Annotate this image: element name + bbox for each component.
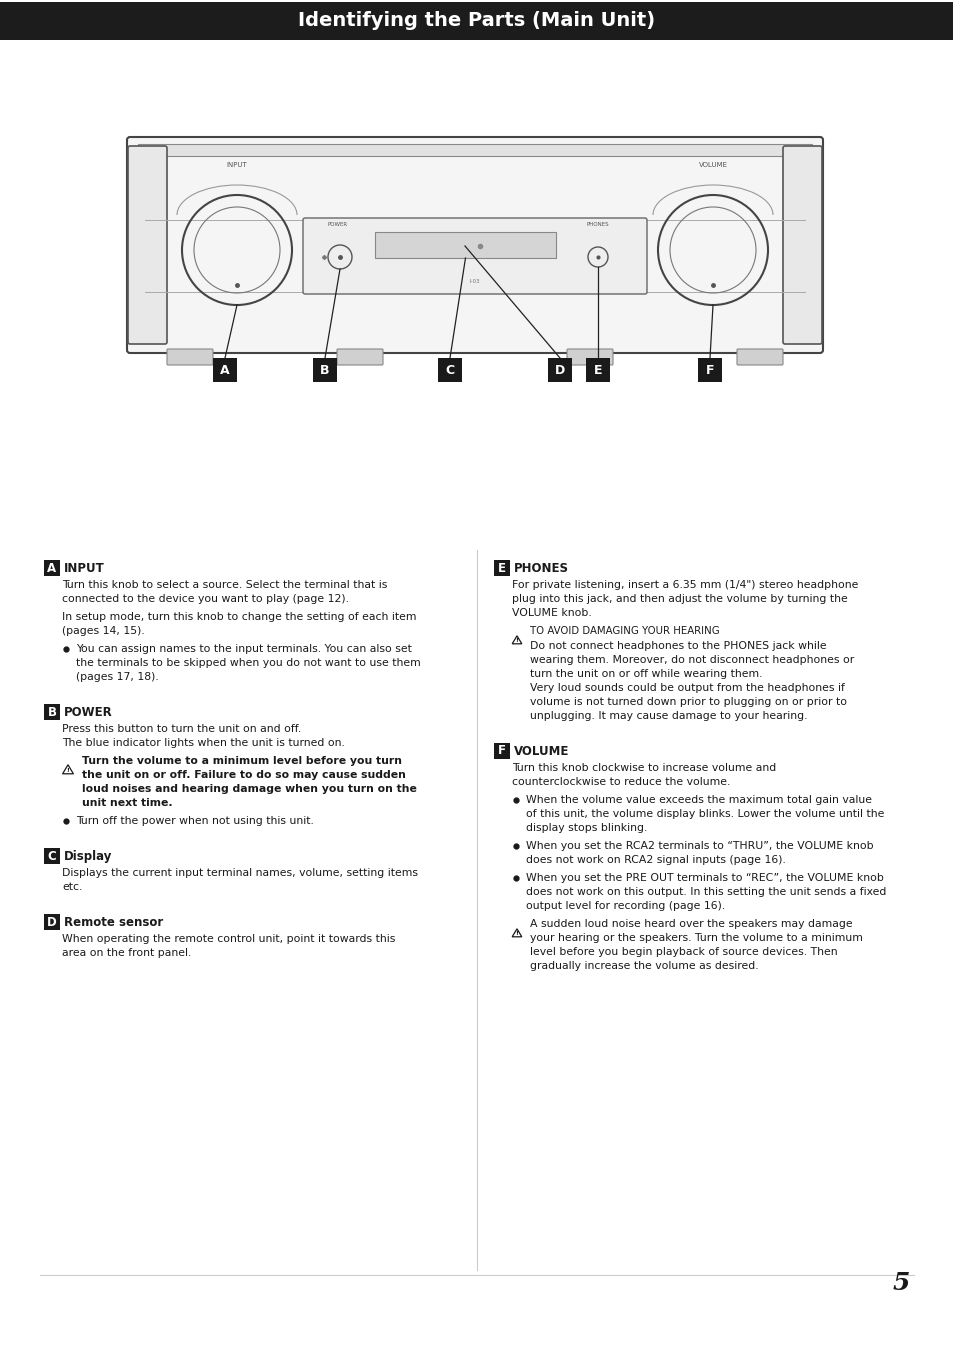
Text: In setup mode, turn this knob to change the setting of each item: In setup mode, turn this knob to change …: [62, 612, 416, 622]
FancyBboxPatch shape: [303, 217, 646, 294]
Text: E: E: [497, 562, 505, 575]
Text: POWER: POWER: [64, 706, 112, 720]
Text: counterclockwise to reduce the volume.: counterclockwise to reduce the volume.: [512, 778, 730, 787]
Text: A: A: [48, 562, 56, 575]
Text: display stops blinking.: display stops blinking.: [525, 824, 647, 833]
Text: INPUT: INPUT: [64, 562, 105, 575]
Text: VOLUME: VOLUME: [698, 162, 727, 167]
Text: etc.: etc.: [62, 882, 82, 892]
Text: Turn off the power when not using this unit.: Turn off the power when not using this u…: [76, 815, 314, 826]
Text: F: F: [497, 744, 505, 757]
Text: gradually increase the volume as desired.: gradually increase the volume as desired…: [530, 961, 758, 971]
Text: the unit on or off. Failure to do so may cause sudden: the unit on or off. Failure to do so may…: [82, 769, 405, 780]
Text: POWER: POWER: [328, 221, 348, 227]
Text: area on the front panel.: area on the front panel.: [62, 948, 192, 958]
Bar: [44, 703, 60, 720]
Bar: [213, 358, 236, 382]
Bar: [44, 560, 60, 576]
Bar: [313, 358, 336, 382]
Text: You can assign names to the input terminals. You can also set: You can assign names to the input termin…: [76, 644, 412, 653]
Text: of this unit, the volume display blinks. Lower the volume until the: of this unit, the volume display blinks.…: [525, 809, 883, 819]
Text: VOLUME: VOLUME: [514, 745, 569, 757]
Bar: [0, 1, 953, 40]
Bar: [698, 358, 721, 382]
Bar: [138, 144, 811, 157]
Text: Turn this knob clockwise to increase volume and: Turn this knob clockwise to increase vol…: [512, 763, 776, 774]
Text: unit next time.: unit next time.: [82, 798, 172, 809]
Bar: [375, 232, 556, 258]
Text: Displays the current input terminal names, volume, setting items: Displays the current input terminal name…: [62, 868, 417, 878]
Bar: [585, 358, 609, 382]
Text: Turn this knob to select a source. Select the terminal that is: Turn this knob to select a source. Selec…: [62, 580, 387, 590]
Bar: [494, 743, 510, 759]
Text: C: C: [445, 363, 454, 377]
Text: For private listening, insert a 6.35 mm (1/4") stereo headphone: For private listening, insert a 6.35 mm …: [512, 580, 858, 590]
Text: VOLUME knob.: VOLUME knob.: [512, 608, 591, 618]
Text: Display: Display: [64, 850, 112, 863]
FancyBboxPatch shape: [336, 350, 382, 365]
Text: Identifying the Parts (Main Unit): Identifying the Parts (Main Unit): [298, 12, 655, 31]
Bar: [44, 914, 60, 930]
Text: D: D: [555, 363, 564, 377]
Text: When you set the PRE OUT terminals to “REC”, the VOLUME knob: When you set the PRE OUT terminals to “R…: [525, 873, 882, 883]
Text: When operating the remote control unit, point it towards this: When operating the remote control unit, …: [62, 934, 395, 944]
Text: the terminals to be skipped when you do not want to use them: the terminals to be skipped when you do …: [76, 657, 420, 668]
Text: does not work on RCA2 signal inputs (page 16).: does not work on RCA2 signal inputs (pag…: [525, 855, 785, 865]
Text: !: !: [515, 931, 517, 937]
Bar: [437, 358, 461, 382]
Text: output level for recording (page 16).: output level for recording (page 16).: [525, 900, 724, 911]
FancyBboxPatch shape: [737, 350, 782, 365]
Text: B: B: [320, 363, 330, 377]
Bar: [547, 358, 572, 382]
Text: I-03: I-03: [469, 279, 479, 284]
Text: F: F: [705, 363, 714, 377]
Text: Very loud sounds could be output from the headphones if: Very loud sounds could be output from th…: [530, 683, 844, 693]
Text: Remote sensor: Remote sensor: [64, 917, 163, 929]
Text: TO AVOID DAMAGING YOUR HEARING: TO AVOID DAMAGING YOUR HEARING: [530, 626, 719, 636]
Text: A: A: [220, 363, 230, 377]
Text: When you set the RCA2 terminals to “THRU”, the VOLUME knob: When you set the RCA2 terminals to “THRU…: [525, 841, 873, 850]
Text: your hearing or the speakers. Turn the volume to a minimum: your hearing or the speakers. Turn the v…: [530, 933, 862, 944]
Text: When the volume value exceeds the maximum total gain value: When the volume value exceeds the maximu…: [525, 795, 871, 805]
Text: A sudden loud noise heard over the speakers may damage: A sudden loud noise heard over the speak…: [530, 919, 852, 929]
Text: !: !: [67, 768, 70, 774]
Text: B: B: [48, 706, 56, 718]
FancyBboxPatch shape: [782, 146, 821, 344]
FancyBboxPatch shape: [128, 146, 167, 344]
Text: does not work on this output. In this setting the unit sends a fixed: does not work on this output. In this se…: [525, 887, 885, 896]
Text: unplugging. It may cause damage to your hearing.: unplugging. It may cause damage to your …: [530, 711, 806, 721]
Text: !: !: [515, 639, 517, 643]
Text: E: E: [593, 363, 601, 377]
Text: volume is not turned down prior to plugging on or prior to: volume is not turned down prior to plugg…: [530, 697, 846, 707]
Text: plug into this jack, and then adjust the volume by turning the: plug into this jack, and then adjust the…: [512, 594, 847, 603]
Text: 5: 5: [892, 1270, 909, 1295]
Text: Turn the volume to a minimum level before you turn: Turn the volume to a minimum level befor…: [82, 756, 401, 765]
Text: turn the unit on or off while wearing them.: turn the unit on or off while wearing th…: [530, 670, 761, 679]
FancyBboxPatch shape: [127, 136, 822, 352]
Text: connected to the device you want to play (page 12).: connected to the device you want to play…: [62, 594, 349, 603]
Text: The blue indicator lights when the unit is turned on.: The blue indicator lights when the unit …: [62, 738, 345, 748]
Text: (pages 17, 18).: (pages 17, 18).: [76, 672, 158, 682]
FancyBboxPatch shape: [167, 350, 213, 365]
Text: wearing them. Moreover, do not disconnect headphones or: wearing them. Moreover, do not disconnec…: [530, 655, 853, 666]
Text: C: C: [48, 849, 56, 863]
Bar: [44, 848, 60, 864]
FancyBboxPatch shape: [566, 350, 613, 365]
Text: Press this button to turn the unit on and off.: Press this button to turn the unit on an…: [62, 724, 301, 734]
Text: PHONES: PHONES: [514, 562, 568, 575]
Text: level before you begin playback of source devices. Then: level before you begin playback of sourc…: [530, 946, 837, 957]
Text: (pages 14, 15).: (pages 14, 15).: [62, 626, 145, 636]
Text: loud noises and hearing damage when you turn on the: loud noises and hearing damage when you …: [82, 784, 416, 794]
Text: PHONES: PHONES: [586, 221, 609, 227]
Text: Do not connect headphones to the PHONES jack while: Do not connect headphones to the PHONES …: [530, 641, 825, 651]
Bar: [494, 560, 510, 576]
Text: D: D: [47, 915, 57, 929]
Text: INPUT: INPUT: [227, 162, 247, 167]
